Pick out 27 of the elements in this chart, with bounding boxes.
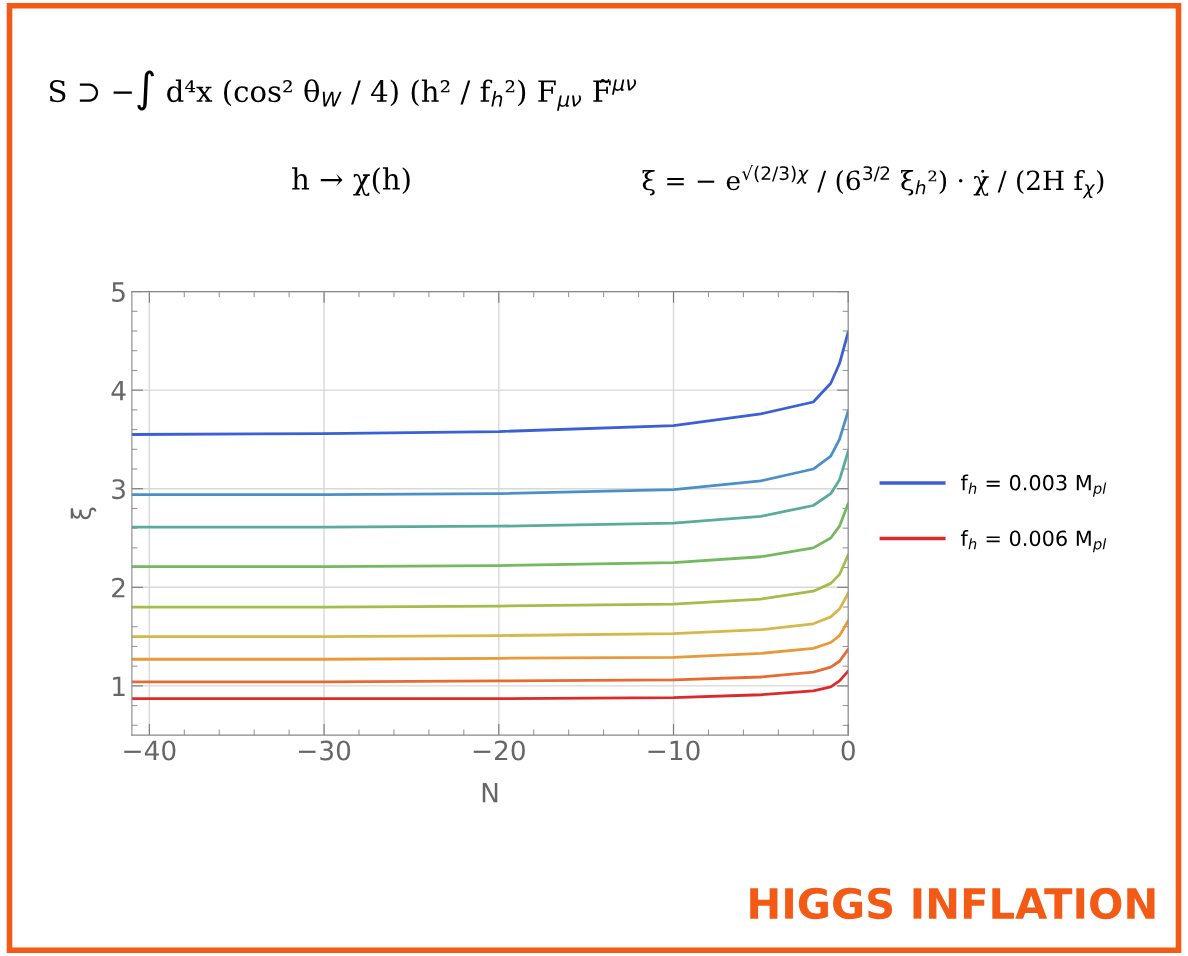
text: S ⊃ −∫ d⁴x (cos² θ$_{W}$ / 4) (h² / f$_{h}$²) F$_{μν}$ F̃$^{μν}$ — [49, 70, 637, 111]
line-series — [131, 648, 849, 684]
line-series — [131, 619, 849, 661]
line-series — [131, 502, 849, 568]
x-axis-title: N — [482, 783, 498, 803]
y-tick-label: 2 — [112, 577, 125, 598]
line-series — [131, 591, 849, 638]
x-tick-label: −20 — [473, 740, 525, 761]
text: HIGGS INFLATION — [750, 887, 1155, 920]
x-tick-label: −30 — [299, 740, 351, 761]
line-series — [131, 553, 849, 609]
y-axis-title: ξ — [70, 507, 97, 520]
y-tick-label: 4 — [111, 380, 126, 401]
line-series — [131, 449, 849, 529]
x-tick-label: −40 — [124, 740, 176, 761]
line-series — [131, 330, 849, 436]
legend-label: f$_{h}$ = 0.006 M$_{pl}$ — [960, 530, 1107, 553]
x-tick-label: −10 — [648, 740, 700, 761]
line-series — [131, 409, 849, 497]
x-tick-label: 0 — [841, 740, 855, 761]
y-tick-label: 3 — [112, 479, 125, 500]
legend-label: f$_{h}$ = 0.003 M$_{pl}$ — [960, 474, 1107, 497]
y-tick-label: 1 — [113, 676, 125, 696]
line-series — [131, 669, 849, 701]
y-tick-label: 5 — [112, 282, 125, 302]
text: h → χ(h) — [292, 167, 410, 196]
text: ξ = − e$^{√(2/3)χ}$ / (6$^{3/2}$ ξ$_{h}$²) · χ̇ / (2H f$_{χ}$) — [642, 164, 1104, 199]
